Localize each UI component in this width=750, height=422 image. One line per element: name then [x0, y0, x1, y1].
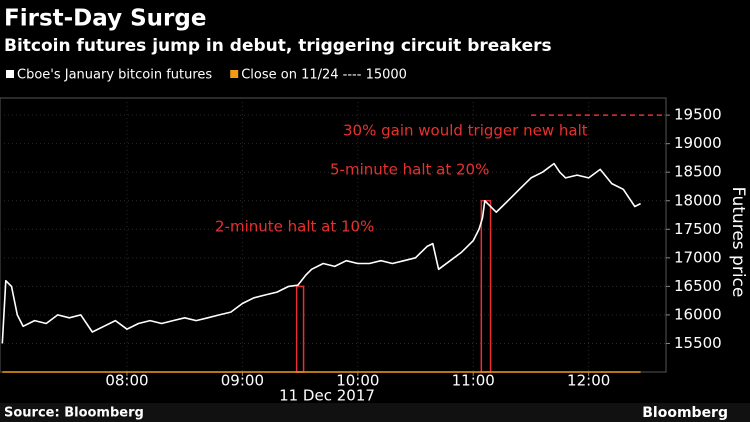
legend-swatch [6, 70, 14, 78]
y-tick-label: 17500 [674, 220, 722, 238]
legend-swatch [230, 70, 239, 78]
threshold-label: 30% gain would trigger new halt [343, 122, 588, 140]
x-tick-label: 11:00 [452, 372, 495, 390]
halt-label: 2-minute halt at 10% [215, 218, 374, 236]
x-tick-label: 12:00 [567, 372, 610, 390]
y-tick-label: 16000 [674, 305, 722, 323]
x-tick-label: 08:00 [105, 372, 148, 390]
y-tick-label: 18000 [674, 191, 722, 209]
legend-label: Close on 11/24 ---- 15000 [241, 68, 407, 83]
series-line [1, 162, 641, 344]
y-tick-label: 19500 [674, 106, 722, 124]
y-tick-label: 18500 [674, 163, 722, 181]
y-axis-label: Futures price [728, 187, 748, 298]
y-tick-label: 16500 [674, 277, 722, 295]
brand: Bloomberg [642, 405, 728, 421]
halt-label: 5-minute halt at 20% [330, 161, 489, 179]
chart-subtitle: Bitcoin futures jump in debut, triggerin… [4, 36, 552, 56]
source: Source: Bloomberg [4, 406, 144, 421]
footer [0, 403, 750, 422]
y-tick-label: 17000 [674, 248, 722, 266]
legend-label: Cboe's January bitcoin futures [17, 68, 212, 83]
x-tick-label: 10:00 [336, 372, 379, 390]
y-tick-label: 15500 [674, 334, 722, 352]
x-tick-label: 09:00 [221, 372, 264, 390]
y-tick-label: 19000 [674, 134, 722, 152]
chart-title: First-Day Surge [4, 6, 206, 32]
x-axis-label: 11 Dec 2017 [279, 387, 375, 405]
